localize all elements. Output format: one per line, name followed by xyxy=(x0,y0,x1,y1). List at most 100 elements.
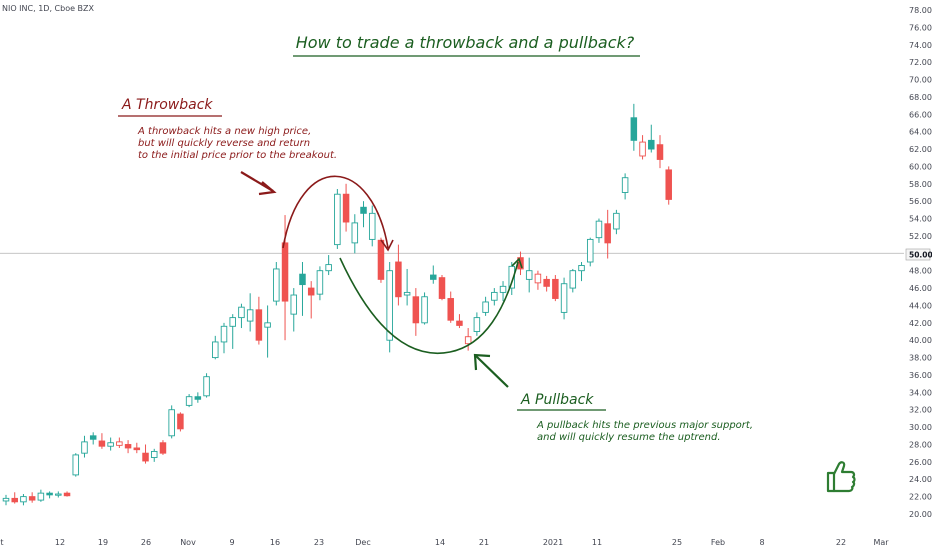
candle xyxy=(290,288,298,332)
candle-body xyxy=(430,274,437,280)
candle-body xyxy=(116,441,123,446)
price-tick-label: 68.00 xyxy=(909,93,932,102)
candle xyxy=(150,448,158,462)
candle-body xyxy=(613,212,620,230)
candle-body xyxy=(578,265,585,272)
candle xyxy=(368,205,376,247)
price-axis[interactable]: 78.00 76.00 74.00 72.00 70.00 68.00 66.00 64.00… xyxy=(909,6,932,519)
candle xyxy=(325,255,332,276)
candle-body xyxy=(229,317,236,327)
candle-body xyxy=(159,442,167,454)
candle xyxy=(220,322,228,354)
price-tick-label: 58.00 xyxy=(909,180,932,189)
candle xyxy=(560,277,568,320)
candle-body xyxy=(124,444,132,449)
candle-body xyxy=(72,454,80,476)
price-tick-label: 74.00 xyxy=(909,41,932,50)
candle xyxy=(499,281,507,302)
candle-body xyxy=(307,287,315,296)
candle xyxy=(578,262,585,282)
candle xyxy=(159,440,167,455)
price-tick-label: 44.00 xyxy=(909,301,932,310)
price-tick-label: 54.00 xyxy=(909,215,932,224)
candle xyxy=(273,262,280,306)
candle-body xyxy=(621,177,629,193)
price-tick-label: 42.00 xyxy=(909,319,932,328)
candle-body xyxy=(107,442,114,447)
candle xyxy=(377,237,385,283)
price-tick-label: 56.00 xyxy=(909,197,932,206)
candle-body xyxy=(2,497,10,502)
candle-body xyxy=(203,376,210,397)
candle-body xyxy=(28,496,36,501)
candle xyxy=(412,288,420,336)
candle-body xyxy=(412,296,420,324)
price-tick-label: 32.00 xyxy=(909,406,932,415)
candle xyxy=(543,275,550,292)
candle xyxy=(246,293,254,332)
candle-body xyxy=(299,273,306,286)
candle xyxy=(28,492,36,503)
candle-body xyxy=(639,141,646,157)
price-tick-label: 66.00 xyxy=(909,110,932,119)
price-tick-label: 26.00 xyxy=(909,458,932,467)
time-axis[interactable]: t 12 19 26 Nov 9 16 23 Dec 14 21 2021 11 25 Feb 8 22 Mar xyxy=(0,538,889,547)
candle-body xyxy=(142,452,149,462)
candle xyxy=(168,405,175,439)
candle-body xyxy=(543,278,550,287)
candle-body xyxy=(395,261,402,298)
price-tick-label: 24.00 xyxy=(909,475,932,484)
candle xyxy=(595,218,603,243)
candle xyxy=(491,288,498,306)
annotations-group xyxy=(240,171,523,388)
candle-body xyxy=(656,144,664,160)
time-tick-label: t xyxy=(0,538,3,547)
candle xyxy=(421,292,428,325)
candle xyxy=(639,135,646,160)
candle xyxy=(177,412,184,432)
price-tick-label: 36.00 xyxy=(909,371,932,380)
candle-body xyxy=(447,298,454,321)
candle xyxy=(55,491,62,498)
candle xyxy=(203,373,210,398)
candle-body xyxy=(456,320,463,326)
candle xyxy=(621,173,629,200)
chart-title: How to trade a throwback and a pullback? xyxy=(296,33,635,52)
candle-body xyxy=(281,242,289,302)
candle xyxy=(89,432,97,445)
candle xyxy=(569,268,577,293)
candle xyxy=(656,135,664,169)
candle-body xyxy=(55,493,62,496)
candle-body xyxy=(508,265,516,289)
candle xyxy=(124,440,132,454)
candle xyxy=(395,244,402,306)
candle xyxy=(264,305,271,358)
candle-body xyxy=(438,277,446,299)
candle xyxy=(11,492,18,504)
candle xyxy=(438,275,446,301)
throwback-text-line-3: to the initial price prior to the breako… xyxy=(138,150,337,161)
candle-body xyxy=(246,309,254,322)
time-tick-label: Nov xyxy=(180,538,196,547)
price-tick-label: 52.00 xyxy=(909,232,932,241)
time-tick-label: 26 xyxy=(141,538,151,547)
pullback-heading: A Pullback xyxy=(520,392,594,408)
candle xyxy=(586,237,594,267)
candle xyxy=(116,437,123,448)
price-marker-label: 50.00 xyxy=(909,251,932,260)
price-tick-label: 60.00 xyxy=(909,162,932,171)
candle-body xyxy=(560,283,568,313)
candle xyxy=(665,166,672,205)
price-tick-label: 64.00 xyxy=(909,128,932,137)
time-tick-label: 14 xyxy=(435,538,445,547)
time-tick-label: 22 xyxy=(836,538,846,547)
candle-body xyxy=(325,264,332,272)
candle xyxy=(430,265,437,284)
symbol-info: NIO INC, 1D, Cboe BZX xyxy=(2,4,95,13)
candle xyxy=(342,183,350,232)
candle-body xyxy=(150,450,158,458)
price-tick-label: 46.00 xyxy=(909,284,932,293)
candle xyxy=(2,494,10,506)
